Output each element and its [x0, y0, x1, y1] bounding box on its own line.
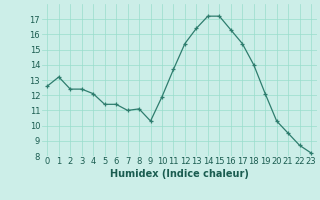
- X-axis label: Humidex (Indice chaleur): Humidex (Indice chaleur): [110, 169, 249, 179]
